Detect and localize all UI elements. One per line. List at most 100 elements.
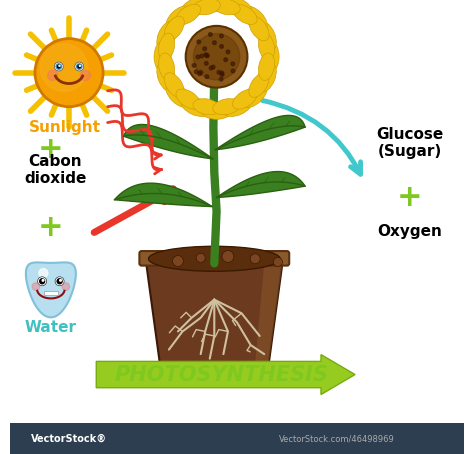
Polygon shape	[114, 183, 212, 207]
Ellipse shape	[159, 53, 174, 80]
Ellipse shape	[154, 41, 171, 72]
Ellipse shape	[176, 89, 201, 109]
Circle shape	[55, 277, 64, 286]
Circle shape	[57, 65, 60, 68]
Circle shape	[35, 39, 103, 107]
Ellipse shape	[242, 6, 267, 31]
Circle shape	[224, 58, 228, 62]
Circle shape	[217, 70, 221, 74]
Ellipse shape	[223, 0, 252, 17]
Circle shape	[204, 53, 208, 56]
Polygon shape	[146, 263, 283, 363]
Text: VectorStock®: VectorStock®	[31, 434, 107, 444]
Circle shape	[226, 50, 230, 54]
Circle shape	[79, 65, 81, 66]
Polygon shape	[26, 262, 76, 317]
Ellipse shape	[164, 73, 184, 97]
Ellipse shape	[164, 16, 184, 41]
Ellipse shape	[193, 99, 220, 115]
Circle shape	[231, 69, 235, 73]
Polygon shape	[96, 355, 355, 395]
Ellipse shape	[258, 53, 274, 80]
Circle shape	[194, 70, 198, 74]
Circle shape	[209, 66, 213, 70]
Circle shape	[62, 283, 70, 290]
Polygon shape	[124, 124, 213, 159]
Circle shape	[196, 253, 205, 262]
Ellipse shape	[181, 97, 210, 117]
Ellipse shape	[213, 0, 240, 15]
Circle shape	[219, 77, 223, 81]
Ellipse shape	[166, 6, 191, 31]
Circle shape	[220, 44, 223, 48]
Ellipse shape	[249, 16, 269, 41]
Circle shape	[203, 47, 207, 50]
Circle shape	[196, 55, 200, 59]
Circle shape	[47, 70, 58, 80]
Circle shape	[75, 62, 84, 71]
Ellipse shape	[148, 246, 280, 271]
Ellipse shape	[157, 21, 176, 51]
Ellipse shape	[193, 0, 220, 15]
Circle shape	[40, 44, 88, 91]
Circle shape	[205, 54, 209, 57]
Circle shape	[59, 65, 60, 66]
Circle shape	[77, 64, 82, 69]
Circle shape	[78, 65, 81, 68]
Polygon shape	[44, 291, 58, 295]
Ellipse shape	[201, 102, 232, 119]
Circle shape	[205, 54, 209, 58]
Polygon shape	[255, 263, 283, 363]
Ellipse shape	[256, 63, 276, 92]
Circle shape	[80, 70, 91, 80]
Ellipse shape	[157, 63, 176, 92]
Ellipse shape	[166, 83, 191, 108]
Ellipse shape	[181, 0, 210, 17]
Circle shape	[200, 54, 204, 58]
Text: Glucose
(Sugar): Glucose (Sugar)	[376, 127, 443, 159]
Polygon shape	[215, 115, 305, 150]
Ellipse shape	[258, 33, 274, 60]
Ellipse shape	[249, 73, 269, 97]
Ellipse shape	[256, 21, 276, 51]
Circle shape	[209, 33, 212, 36]
Circle shape	[32, 283, 40, 290]
Circle shape	[37, 277, 46, 286]
Ellipse shape	[233, 5, 257, 25]
Text: +: +	[38, 212, 64, 242]
Ellipse shape	[213, 99, 240, 115]
Ellipse shape	[242, 83, 267, 108]
Circle shape	[250, 254, 260, 264]
Polygon shape	[10, 423, 464, 454]
Circle shape	[231, 62, 235, 66]
Text: Oxygen: Oxygen	[377, 224, 442, 239]
Circle shape	[220, 71, 224, 75]
Circle shape	[39, 269, 48, 277]
Ellipse shape	[201, 0, 232, 11]
FancyBboxPatch shape	[139, 251, 289, 266]
Circle shape	[42, 280, 44, 281]
Text: Cabon
dioxide: Cabon dioxide	[24, 154, 87, 187]
Circle shape	[222, 251, 234, 262]
Circle shape	[55, 62, 63, 71]
Text: Water: Water	[25, 320, 77, 336]
Polygon shape	[217, 172, 305, 197]
Circle shape	[204, 61, 208, 65]
Circle shape	[205, 75, 209, 79]
Circle shape	[57, 279, 62, 284]
Circle shape	[173, 256, 183, 266]
Circle shape	[192, 64, 196, 67]
Circle shape	[186, 26, 247, 88]
Text: +: +	[38, 135, 64, 164]
Text: +: +	[397, 183, 422, 212]
Circle shape	[212, 41, 216, 44]
Circle shape	[199, 70, 203, 74]
Circle shape	[220, 73, 224, 76]
Ellipse shape	[233, 89, 257, 109]
Circle shape	[40, 279, 45, 284]
Text: VectorStock.com/46498969: VectorStock.com/46498969	[279, 434, 395, 443]
Circle shape	[273, 257, 283, 266]
Circle shape	[193, 34, 240, 80]
Ellipse shape	[159, 33, 174, 60]
Circle shape	[56, 64, 62, 69]
